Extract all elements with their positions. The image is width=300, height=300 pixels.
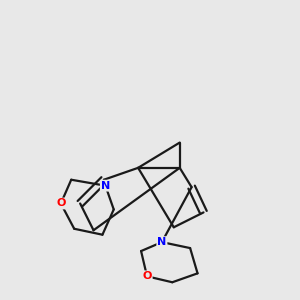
Text: O: O xyxy=(142,271,152,281)
Text: N: N xyxy=(101,181,110,191)
Text: O: O xyxy=(56,199,65,208)
Text: N: N xyxy=(157,237,167,247)
